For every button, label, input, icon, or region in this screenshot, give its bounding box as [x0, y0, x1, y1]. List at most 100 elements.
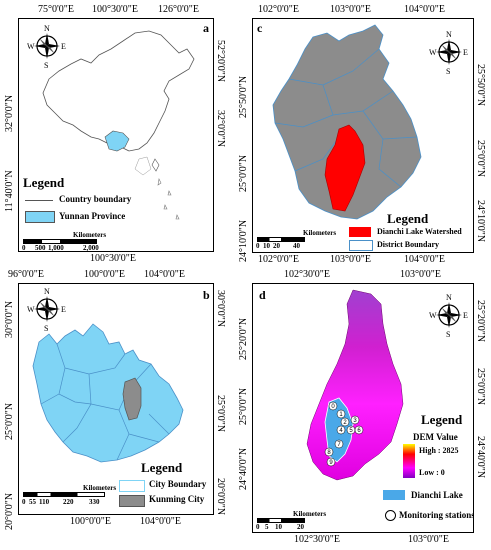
panel-b-scale-4: 330 [89, 498, 100, 506]
panel-d-right-tick-3: 24°40'0"N [475, 436, 486, 479]
panel-d-scale-0: 0 [256, 523, 260, 531]
panel-b-scale-1: 55 [29, 498, 36, 506]
panel-c-scale-1: 10 [263, 242, 270, 250]
station-0: 0 [331, 404, 335, 410]
panel-c-bottom-tick-1: 102°0'0"E [258, 254, 299, 265]
panel-c-scale-2: 20 [273, 242, 280, 250]
panel-c-scale-unit: Kilometers [303, 229, 337, 237]
station-5: 5 [349, 428, 353, 434]
station-1: 1 [339, 412, 343, 418]
dem-value-title: DEM Value [413, 432, 458, 442]
panel-c-scale-bar [257, 237, 305, 242]
svg-text:E: E [463, 311, 468, 320]
panel-b-right-tick-2: 25°0'0"N [215, 395, 226, 433]
panel-d-top-tick-2: 103°0'0"E [400, 269, 441, 280]
panel-c-left-tick-2: 25°0'0"N [238, 154, 249, 192]
station-6: 6 [357, 428, 361, 434]
compass-rose-icon: N S W E [27, 24, 66, 69]
station-8: 8 [327, 450, 331, 456]
station-4: 4 [339, 428, 343, 434]
panel-b-right-tick-3: 20°0'0"N [215, 478, 226, 516]
panel-b-top-tick-1: 96°0'0"E [8, 269, 44, 280]
legend-yunnan-province: Yunnan Province [59, 211, 126, 221]
panel-d-left-tick-3: 24°40'0"N [238, 447, 249, 490]
panel-c-left-tick-1: 25°50'0"N [238, 75, 249, 118]
dem-high-label: High : 2825 [419, 446, 459, 455]
panel-b-bottom-tick-1: 100°0'0"E [70, 516, 111, 527]
panel-a-bottom-tick-1: 100°30'0"E [90, 253, 136, 264]
panel-d-bottom-tick-1: 102°30'0"E [294, 534, 340, 545]
panel-c-legend-title: Legend [387, 211, 429, 226]
panel-c-right-tick-1: 25°50'0"N [475, 64, 486, 107]
panel-a-right-tick-2: 32°0'0"N [215, 110, 226, 148]
station-9: 9 [329, 460, 333, 466]
svg-text:N: N [44, 24, 50, 33]
svg-text:E: E [61, 305, 66, 314]
panel-c-right-tick-2: 25°0'0"N [475, 140, 486, 178]
kunming-districts-map [272, 24, 422, 220]
dianchi-lake-swatch [383, 490, 405, 500]
station-3: 3 [353, 418, 357, 424]
panel-b-top-tick-3: 104°0'0"E [144, 269, 185, 280]
panel-b-scale-unit: Kilometers [83, 484, 117, 492]
panel-b-scale-2: 110 [39, 498, 50, 506]
panel-c-top-tick-2: 103°0'0"E [330, 4, 371, 15]
watershed-swatch [349, 227, 371, 237]
panel-c-bottom-tick-2: 103°0'0"E [330, 254, 371, 265]
panel-b-bottom-tick-2: 104°0'0"E [140, 516, 181, 527]
svg-text:W: W [429, 48, 437, 57]
legend-monitoring-stations: Monitoring stations [399, 510, 474, 520]
panel-c-right-tick-3: 24°10'0"N [475, 200, 486, 243]
panel-a-label: a [203, 21, 209, 35]
dem-color-ramp [403, 444, 415, 478]
station-2: 2 [343, 420, 347, 426]
panel-b-scale-0: 0 [22, 498, 26, 506]
panel-c-scale-0: 0 [256, 242, 260, 250]
panel-a-legend-title: Legend [23, 175, 65, 190]
panel-d-scale-bar [257, 518, 305, 523]
panel-d-left-tick-2: 25°0'0"N [238, 387, 249, 425]
panel-d-scale-1: 5 [265, 523, 269, 531]
panel-c-bottom-tick-3: 104°0'0"E [404, 254, 445, 265]
panel-d-top-tick-1: 102°30'0"E [284, 269, 330, 280]
svg-text:S: S [446, 330, 450, 338]
panel-d-right-tick-2: 25°0'0"N [475, 368, 486, 406]
dem-low-label: Low : 0 [419, 468, 445, 477]
compass-rose-icon: N S W E [429, 30, 468, 75]
panel-a-top-tick-3: 126°0'0"E [158, 4, 199, 15]
panel-d-right-tick-1: 25°20'0"N [475, 300, 486, 343]
panel-b-left-tick-2: 25°0'0"N [4, 402, 15, 440]
panel-d-scale-3: 20 [297, 523, 304, 531]
svg-text:W: W [429, 311, 437, 320]
district-boundary-swatch [349, 240, 373, 251]
kunming-swatch [119, 495, 145, 507]
legend-dianchi-lake: Dianchi Lake [411, 490, 463, 500]
panel-d-label: d [259, 288, 266, 302]
panel-b-label: b [203, 288, 210, 302]
yunnan-swatch [25, 211, 55, 223]
city-boundary-swatch [119, 480, 145, 492]
yunnan-province-map [32, 323, 184, 463]
panel-a-left-tick-1: 32°0'0"N [4, 94, 15, 132]
panel-c-left-tick-3: 24°10'0"N [238, 219, 249, 262]
svg-text:S: S [44, 324, 48, 332]
compass-rose-icon: N S W E [27, 287, 66, 332]
panel-a-scale-bar [23, 239, 97, 244]
panel-a-scale-3: 2,000 [83, 244, 99, 252]
panel-d-scale-2: 10 [275, 523, 282, 531]
panel-c-top-tick-3: 104°0'0"E [404, 4, 445, 15]
dem-watershed-map: 0 1 2 3 4 5 6 7 8 9 [306, 289, 404, 481]
panel-a-top-tick-1: 75°0'0"E [38, 4, 74, 15]
panel-b-legend-title: Legend [141, 460, 183, 475]
china-boundary-map [42, 30, 195, 220]
panel-a-scale-unit: Kilometers [73, 231, 107, 239]
svg-text:W: W [27, 42, 35, 51]
panel-c-scale-3: 40 [293, 242, 300, 250]
svg-text:E: E [61, 42, 66, 51]
compass-rose-icon: N S W E [429, 293, 468, 338]
panel-d-bottom-tick-2: 103°0'0"E [408, 534, 449, 545]
svg-text:S: S [446, 67, 450, 75]
panel-b-top-tick-2: 100°0'0"E [84, 269, 125, 280]
panel-b-scale-3: 220 [63, 498, 74, 506]
monitoring-station-symbol [385, 510, 396, 521]
